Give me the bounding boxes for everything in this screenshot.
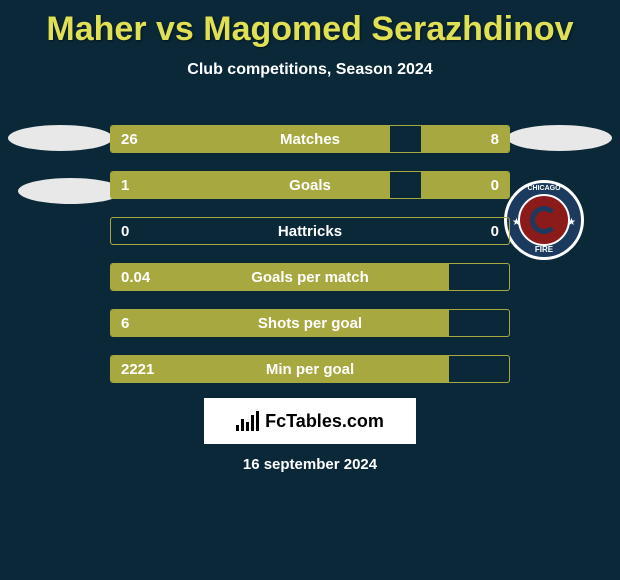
bar-chart-icon [236, 411, 259, 431]
player-left-badge-placeholder-2 [18, 178, 123, 204]
stat-row: 0.04Goals per match [110, 263, 510, 291]
club-badge-bottom-text: FIRE [507, 245, 581, 254]
comparison-title: Maher vs Magomed Serazhdinov [0, 0, 620, 49]
stat-label: Matches [111, 126, 509, 154]
stat-row: 26Matches8 [110, 125, 510, 153]
stat-label: Hattricks [111, 218, 509, 246]
stat-row: 6Shots per goal [110, 309, 510, 337]
club-badge-inner-circle [518, 194, 570, 246]
stat-label: Goals per match [111, 264, 509, 292]
stat-value-right: 8 [491, 126, 499, 154]
stat-row: 1Goals0 [110, 171, 510, 199]
stat-label: Min per goal [111, 356, 509, 384]
player-right-badge-placeholder [507, 125, 612, 151]
stats-container: 26Matches81Goals00Hattricks00.04Goals pe… [110, 125, 510, 401]
snapshot-date: 16 september 2024 [0, 456, 620, 473]
brand-text: FcTables.com [265, 411, 384, 432]
comparison-subtitle: Club competitions, Season 2024 [0, 61, 620, 79]
stat-label: Goals [111, 172, 509, 200]
stat-value-right: 0 [491, 218, 499, 246]
club-badge-right: CHICAGO ★ ★ FIRE [504, 180, 584, 260]
club-badge-c-shape [530, 206, 558, 234]
stat-row: 0Hattricks0 [110, 217, 510, 245]
stat-row: 2221Min per goal [110, 355, 510, 383]
brand-watermark: FcTables.com [204, 398, 416, 444]
stat-value-right: 0 [491, 172, 499, 200]
stat-label: Shots per goal [111, 310, 509, 338]
club-badge-top-text: CHICAGO [507, 185, 581, 192]
player-left-badge-placeholder-1 [8, 125, 113, 151]
